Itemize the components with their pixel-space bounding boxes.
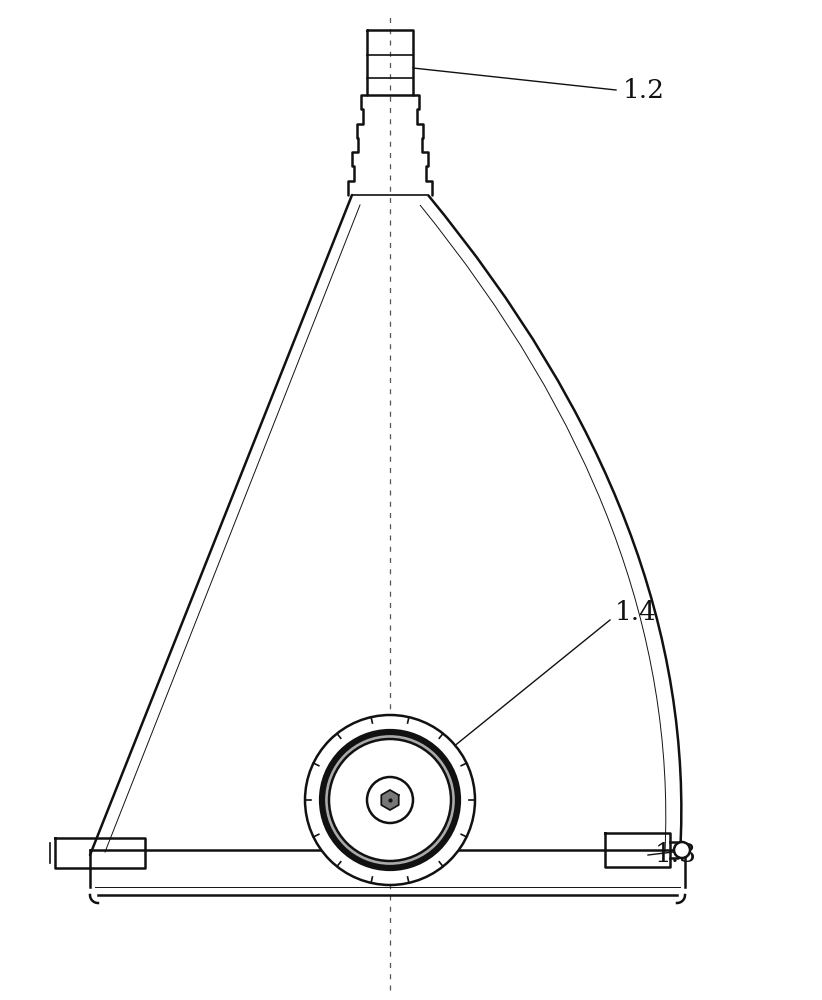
Circle shape: [329, 739, 451, 861]
Text: 1.2: 1.2: [623, 78, 665, 103]
Text: 1.3: 1.3: [655, 842, 697, 867]
Text: 1.4: 1.4: [615, 599, 657, 624]
Circle shape: [674, 842, 690, 858]
Circle shape: [322, 732, 458, 868]
Polygon shape: [381, 790, 399, 810]
Circle shape: [367, 777, 413, 823]
Circle shape: [305, 715, 475, 885]
